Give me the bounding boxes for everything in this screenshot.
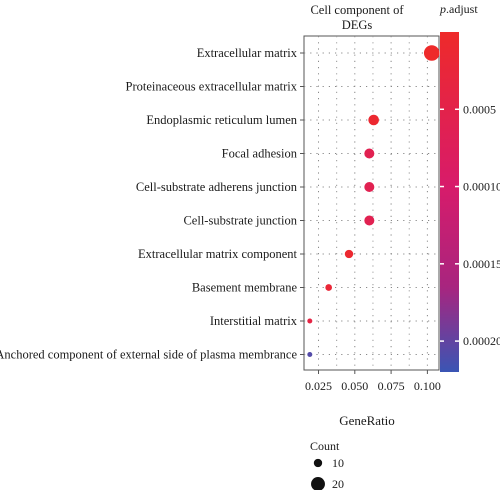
x-tick-label: 0.050: [341, 379, 368, 393]
color-tick-label: 0.00015: [463, 257, 500, 271]
size-legend-title: Count: [310, 439, 340, 453]
y-tick-label: Proteinaceous extracellular matrix: [126, 80, 298, 94]
x-axis-ticks: 0.025 0.050 0.075 0.100: [305, 370, 441, 393]
plot-panel: [303, 35, 440, 371]
color-tick-label: 0.00020: [463, 334, 500, 348]
data-point: [325, 284, 333, 291]
x-tick-label: 0.025: [305, 379, 332, 393]
data-point: [364, 215, 375, 226]
data-point: [423, 45, 440, 61]
size-legend-dot: [311, 477, 325, 490]
data-point: [364, 181, 375, 193]
y-tick-label: Basement membrane: [192, 281, 298, 295]
y-tick-label: Endoplasmic reticulum lumen: [146, 113, 297, 127]
color-legend: p.adjust 0.0005 0.00010 0.00015 0.00020: [439, 2, 500, 372]
y-tick-label: Cell-substrate junction: [183, 214, 297, 228]
chart-title-line-2: DEGs: [342, 18, 373, 32]
y-tick-label: Interstitial matrix: [210, 314, 298, 328]
y-axis-labels: Extracellular matrix Proteinaceous extrac…: [0, 46, 304, 362]
x-tick-label: 0.075: [378, 379, 405, 393]
size-legend-dot: [313, 458, 323, 468]
data-point: [344, 249, 354, 259]
y-tick-label: Cell-substrate adherens junction: [136, 180, 298, 194]
size-legend: Count 10 20: [310, 439, 344, 490]
data-point: [307, 318, 313, 324]
x-tick-label: 0.100: [414, 379, 441, 393]
y-tick-label: Extracellular matrix: [197, 46, 298, 60]
color-tick-label: 0.0005: [463, 102, 496, 116]
chart-title-line-1: Cell component of: [310, 3, 404, 17]
y-tick-label: Anchored component of external side of p…: [0, 348, 297, 362]
color-bar: [440, 32, 459, 372]
color-tick-label: 0.00010: [463, 180, 500, 194]
data-points: [307, 45, 440, 357]
data-point: [364, 148, 375, 159]
size-legend-label: 10: [332, 456, 344, 470]
data-point: [307, 352, 313, 357]
color-legend-title: p.adjust: [439, 2, 478, 16]
grid: [304, 36, 439, 370]
y-tick-label: Focal adhesion: [222, 147, 298, 161]
x-axis-label: GeneRatio: [339, 413, 395, 428]
size-legend-label: 20: [332, 477, 344, 490]
data-point: [368, 114, 379, 126]
y-tick-label: Extracellular matrix component: [138, 247, 297, 261]
